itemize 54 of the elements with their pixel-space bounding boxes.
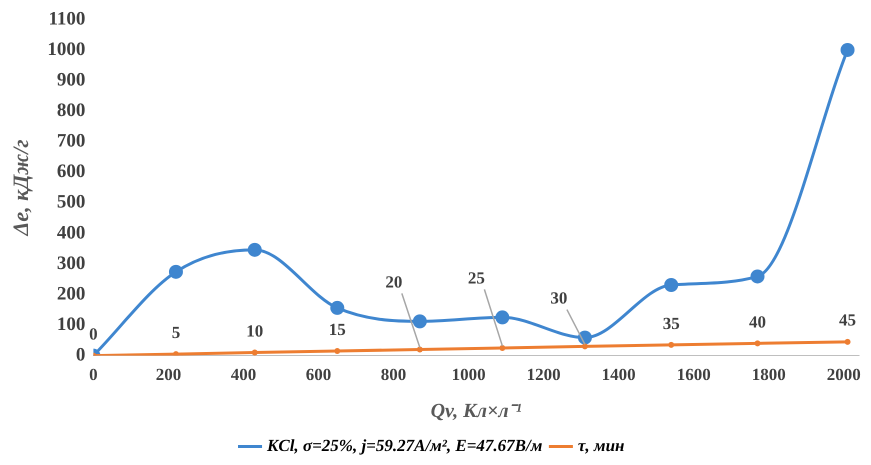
data-label: 35 [662, 314, 680, 333]
y-tick-label: 1100 [48, 8, 86, 30]
point [840, 42, 855, 57]
data-label: 5 [172, 322, 180, 342]
data-label: 30 [550, 288, 568, 308]
y-tick-label: 100 [56, 314, 86, 335]
point [334, 348, 340, 354]
point [252, 350, 258, 356]
y-tick-label: 400 [56, 222, 86, 244]
y-tick-label: 900 [56, 69, 86, 90]
data-label: 20 [385, 272, 402, 292]
point [172, 351, 179, 356]
point [668, 342, 674, 348]
data-label: 0 [89, 324, 98, 344]
point [248, 242, 262, 257]
y-tick-label: 800 [56, 100, 86, 121]
y-tick-label: 600 [56, 161, 86, 182]
data-label: 15 [328, 320, 346, 339]
data-label: 10 [246, 321, 264, 340]
x-tick-label: 600 [306, 365, 332, 384]
legend-label: KCl, σ=25%, j=59.27А/м², E=47.67В/м [266, 436, 543, 455]
point [754, 340, 761, 346]
x-tick-label: 2000 [826, 365, 861, 384]
point [582, 343, 588, 350]
x-tick-label: 1800 [752, 365, 786, 384]
y-tick-label: 0 [76, 344, 86, 366]
x-tick-label: 1600 [676, 365, 711, 384]
point [168, 264, 183, 279]
point [495, 310, 510, 324]
data-label: 45 [839, 310, 856, 330]
y-tick-label: 200 [56, 283, 86, 304]
point [664, 278, 678, 292]
legend-label: τ, мин [578, 436, 624, 455]
x-tick-label: 400 [230, 365, 256, 384]
point [750, 269, 765, 284]
data-label: 25 [468, 268, 485, 288]
data-label: 40 [749, 312, 766, 332]
x-tick-label: 1000 [452, 365, 486, 384]
x-axis-title: Qv, Кл×л⁻¹ [430, 400, 522, 422]
x-tick-label: 200 [156, 365, 182, 384]
y-axis-title: Δe, кДж/г [8, 140, 33, 236]
point [330, 300, 344, 315]
x-tick-label: 1400 [602, 365, 636, 384]
x-tick-label: 1200 [526, 365, 561, 384]
x-tick-label: 0 [89, 365, 98, 384]
y-tick-label: 500 [56, 192, 86, 213]
y-tick-label: 1000 [47, 38, 86, 60]
y-tick-label: 700 [56, 130, 86, 152]
point [499, 344, 506, 351]
point [412, 314, 427, 328]
point [844, 338, 851, 345]
y-tick-label: 300 [56, 252, 86, 274]
x-tick-label: 800 [380, 365, 406, 384]
point [416, 346, 423, 352]
